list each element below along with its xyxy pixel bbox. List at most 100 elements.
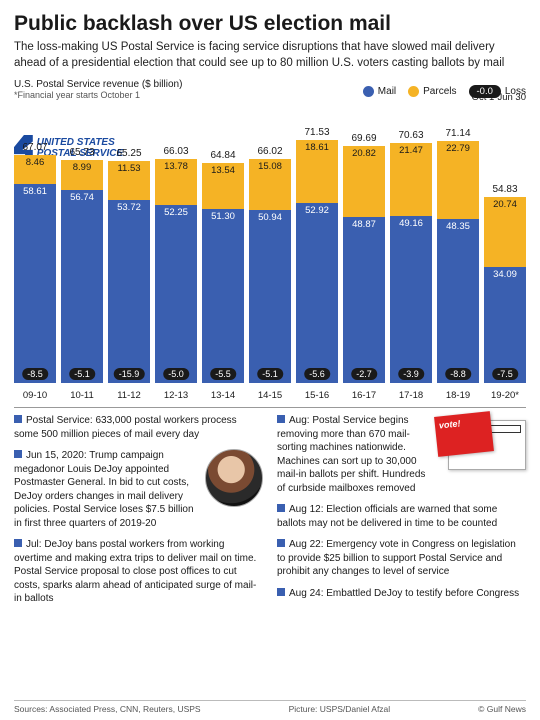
swatch-parcels [408,86,419,97]
loss-badge: -5.0 [163,368,189,380]
total-value: 70.63 [390,130,432,141]
total-value: 65.73 [61,147,103,158]
envelope-front: vote! [434,411,494,457]
footer: Sources: Associated Press, CNN, Reuters,… [14,700,526,714]
bar-col: 71.14 22.7948.35-8.8 [437,128,479,383]
mail-segment: 48.35 [437,219,479,383]
parcels-segment: 21.47 [390,143,432,216]
parcels-segment: 20.74 [484,197,526,268]
legend-parcels: Parcels [408,86,456,97]
parcels-segment: 15.08 [249,159,291,210]
timeline-item: Aug 24: Embattled DeJoy to testify befor… [277,587,526,601]
mail-segment: 52.25 [155,205,197,383]
legend-mail-label: Mail [378,86,396,97]
parcels-segment: 11.53 [108,161,150,200]
loss-badge: -5.1 [257,368,283,380]
swatch-mail [363,86,374,97]
x-tick: 10-11 [61,390,103,401]
bullets-col-2: vote!Aug: Postal Service begins removing… [277,414,526,614]
loss-badge: -8.5 [22,368,48,380]
bullet-icon [277,588,285,596]
total-value: 71.14 [437,128,479,139]
x-tick: 15-16 [296,390,338,401]
bullet-text: Aug 12: Election officials are warned th… [277,504,497,529]
loss-badge: -5.5 [210,368,236,380]
mail-segment: 48.87 [343,217,385,383]
date-range-label: Oct 1-Jun 30 [472,92,526,103]
mail-segment: 50.94 [249,210,291,383]
x-tick: 17-18 [390,390,432,401]
bar-col: 71.5318.6152.92-5.6 [296,127,338,383]
timeline-item: Aug 22: Emergency vote in Congress on le… [277,538,526,579]
loss-badge: -5.6 [304,368,330,380]
divider [14,407,526,408]
mail-segment: 34.09 [484,267,526,383]
parcels-segment: 18.61 [296,140,338,203]
bar-col: 66.02 15.0850.94-5.1 [249,146,291,383]
total-value: 67.07 [14,142,56,153]
legend-row: U.S. Postal Service revenue ($ billion) … [14,79,526,104]
parcels-segment: 20.82 [343,146,385,217]
dejoy-photo [205,449,263,507]
total-value: 54.83 [484,184,526,195]
mail-segment: 53.72 [108,200,150,383]
page-title: Public backlash over US election mail [14,12,526,36]
revenue-chart: Oct 1-Jun 30 UNITED STATES POSTAL SERVIC… [14,106,526,401]
x-tick: 11-12 [108,390,150,401]
x-tick: 14-15 [249,390,291,401]
timeline-bullets: Postal Service: 633,000 postal workers p… [14,414,526,614]
bullet-icon [277,539,285,547]
mail-segment: 49.16 [390,216,432,383]
bullet-icon [277,504,285,512]
mail-segment: 51.30 [202,209,244,383]
bar-col: 70.6321.4749.16-3.9 [390,130,432,383]
bullet-text: Aug: Postal Service begins removing more… [277,415,425,494]
metric-label: U.S. Postal Service revenue ($ billion) [14,79,359,90]
bullets-col-1: Postal Service: 633,000 postal workers p… [14,414,263,614]
bullet-text: Jul: DeJoy bans postal workers from work… [14,539,256,604]
loss-badge: -5.1 [69,368,95,380]
timeline-item: vote!Aug: Postal Service begins removing… [277,414,526,495]
parcels-segment: 13.54 [202,163,244,209]
loss-badge: -8.8 [445,368,471,380]
x-tick: 18-19 [437,390,479,401]
total-value: 66.03 [155,146,197,157]
total-value: 69.69 [343,133,385,144]
sources-label: Sources: Associated Press, CNN, Reuters,… [14,704,201,714]
total-value: 65.25 [108,148,150,159]
vote-envelope-graphic: vote! [436,414,526,476]
mail-segment: 58.61 [14,184,56,383]
publisher-credit: © Gulf News [478,704,526,714]
timeline-item: Jul: DeJoy bans postal workers from work… [14,538,263,606]
x-tick: 19-20* [484,390,526,401]
bullet-icon [14,539,22,547]
bullet-text: Postal Service: 633,000 postal workers p… [14,415,237,440]
parcels-segment: 8.99 [61,160,103,191]
parcels-segment: 22.79 [437,141,479,218]
bullet-text: Aug 24: Embattled DeJoy to testify befor… [289,588,519,599]
loss-badge: -7.5 [492,368,518,380]
bullet-text: Aug 22: Emergency vote in Congress on le… [277,539,516,577]
parcels-segment: 8.46 [14,155,56,184]
x-tick: 13-14 [202,390,244,401]
bar-col: 54.83 20.7434.09-7.5 [484,184,526,383]
loss-badge: -15.9 [114,368,145,380]
mail-segment: 52.92 [296,203,338,383]
total-value: 66.02 [249,146,291,157]
mail-segment: 56.74 [61,190,103,383]
bullet-text: Jun 15, 2020: Trump campaign megadonor L… [14,450,194,529]
bar-col: 67.07 8.4658.61-8.5 [14,142,56,383]
timeline-item: Jun 15, 2020: Trump campaign megadonor L… [14,449,263,530]
bullet-icon [277,415,285,423]
x-tick: 12-13 [155,390,197,401]
chart-footnote: *Financial year starts October 1 [14,90,359,100]
timeline-item: Postal Service: 633,000 postal workers p… [14,414,263,441]
picture-credit: Picture: USPS/Daniel Afzal [289,704,391,714]
loss-badge: -2.7 [351,368,377,380]
bar-col: 65.73 8.9956.74-5.1 [61,147,103,383]
timeline-item: Aug 12: Election officials are warned th… [277,503,526,530]
x-tick: 16-17 [343,390,385,401]
bar-col: 64.8413.5451.30-5.5 [202,150,244,383]
bullet-icon [14,415,22,423]
x-tick: 09-10 [14,390,56,401]
